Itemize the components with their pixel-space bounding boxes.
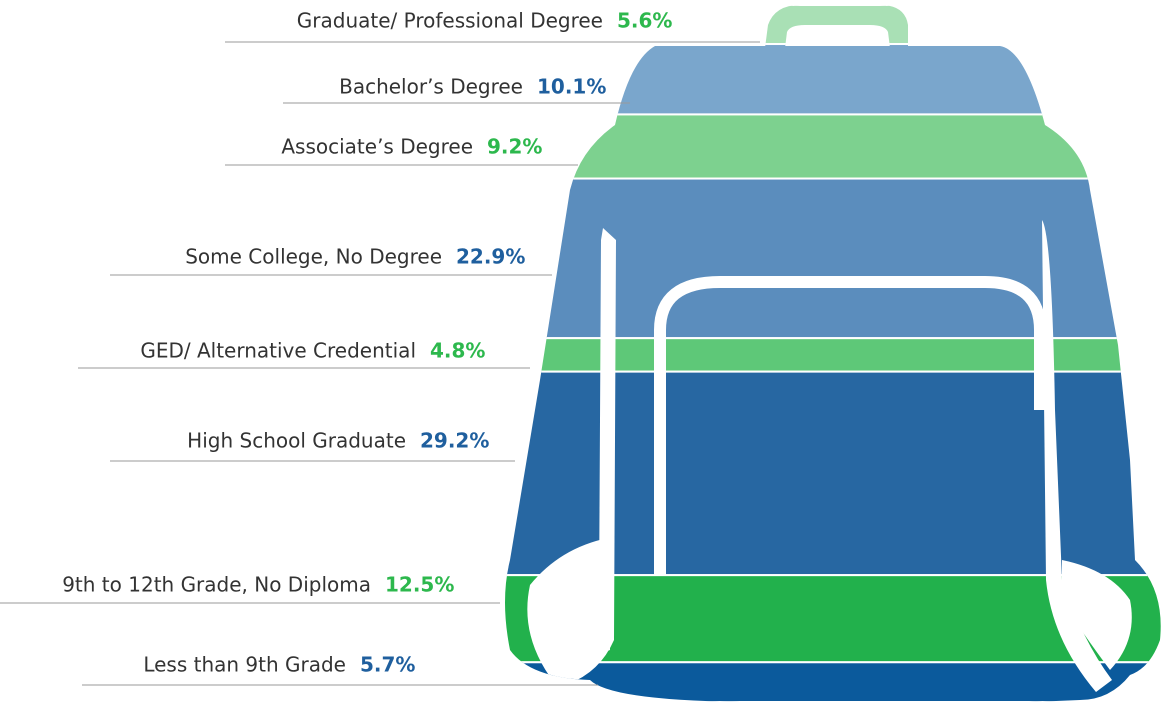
value-label: 5.6% [617, 9, 672, 33]
value-label: 29.2% [420, 429, 489, 453]
category-label: 9th to 12th Grade, No Diploma [62, 573, 371, 597]
band [500, 662, 1164, 702]
band [500, 338, 1164, 371]
band [500, 114, 1164, 178]
category-label: Less than 9th Grade [143, 653, 346, 677]
value-label: 12.5% [385, 573, 454, 597]
value-label: 5.7% [360, 653, 415, 677]
category-label: Associate’s Degree [281, 135, 473, 159]
category-label: Some College, No Degree [185, 245, 442, 269]
value-label: 10.1% [537, 75, 606, 99]
value-label: 9.2% [487, 135, 542, 159]
value-label: 4.8% [430, 339, 485, 363]
category-label: GED/ Alternative Credential [140, 339, 416, 363]
chart: Graduate/ Professional Degree 5.6% Bachelo… [0, 0, 1164, 702]
category-label: Bachelor’s Degree [339, 75, 523, 99]
category-label: Graduate/ Professional Degree [297, 9, 603, 33]
band [500, 179, 1164, 339]
value-label: 22.9% [456, 245, 525, 269]
category-label: High School Graduate [187, 429, 406, 453]
